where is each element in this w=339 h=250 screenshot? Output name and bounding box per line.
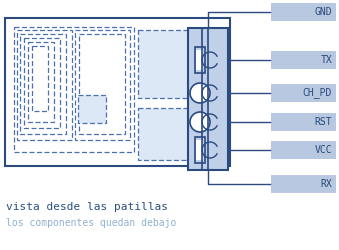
Bar: [196, 50, 203, 70]
Bar: [271, 3, 336, 21]
Bar: [271, 175, 336, 193]
Bar: [195, 47, 205, 73]
Bar: [32, 46, 48, 111]
Bar: [17, 30, 72, 140]
Bar: [196, 140, 203, 160]
Bar: [271, 84, 336, 102]
Text: los componentes quedan debajo: los componentes quedan debajo: [6, 218, 176, 228]
Bar: [271, 141, 336, 159]
Bar: [5, 18, 230, 166]
Bar: [20, 34, 66, 134]
Bar: [75, 30, 130, 140]
Circle shape: [190, 112, 210, 132]
Text: CH_PD: CH_PD: [303, 88, 332, 99]
Bar: [195, 137, 205, 163]
Text: VCC: VCC: [314, 145, 332, 155]
Bar: [28, 42, 54, 122]
Bar: [24, 38, 60, 128]
Text: RX: RX: [320, 179, 332, 189]
Text: GND: GND: [314, 7, 332, 17]
Text: RST: RST: [314, 117, 332, 127]
Text: TX: TX: [320, 55, 332, 65]
Bar: [271, 51, 336, 69]
Bar: [14, 27, 134, 152]
Text: vista desde las patillas: vista desde las patillas: [6, 202, 168, 212]
Bar: [79, 34, 125, 134]
Circle shape: [190, 83, 210, 103]
Bar: [138, 30, 196, 98]
Bar: [138, 108, 196, 160]
Bar: [271, 113, 336, 131]
Bar: [78, 95, 106, 123]
Bar: [188, 28, 228, 170]
